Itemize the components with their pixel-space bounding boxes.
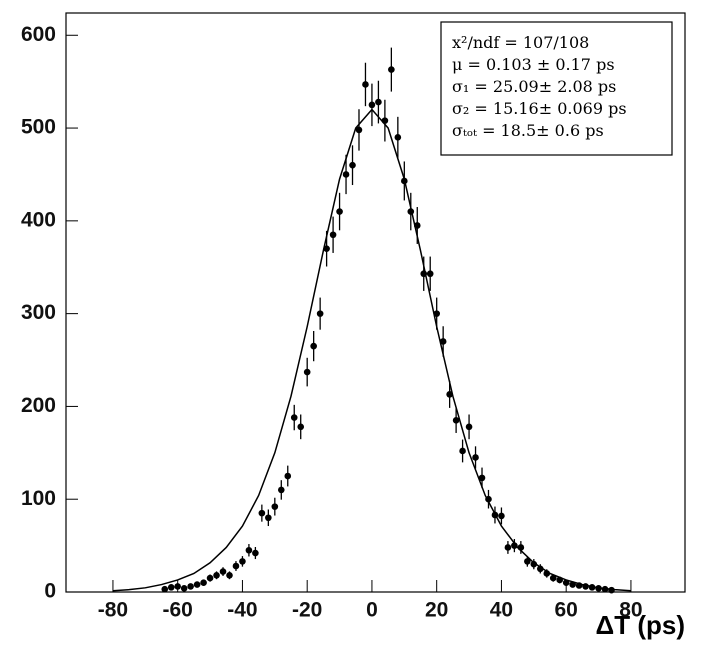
data-point bbox=[239, 558, 246, 565]
y-tick-label: 400 bbox=[21, 208, 56, 231]
data-point bbox=[180, 584, 188, 592]
data-point bbox=[362, 81, 369, 88]
fit-stat: μ = 0.103 ± 0.17 ps bbox=[452, 55, 615, 74]
data-point bbox=[316, 310, 324, 317]
data-point bbox=[426, 270, 434, 278]
fit-stat: x²/ndf = 107/108 bbox=[452, 33, 589, 52]
x-tick-label: 60 bbox=[555, 599, 578, 622]
data-point bbox=[206, 574, 214, 582]
data-point bbox=[504, 544, 512, 551]
plot-frame bbox=[65, 12, 686, 593]
data-point bbox=[446, 391, 453, 398]
data-point bbox=[226, 571, 233, 579]
data-point bbox=[284, 472, 292, 480]
data-point bbox=[524, 558, 531, 565]
data-point bbox=[232, 562, 240, 570]
data-point bbox=[349, 161, 356, 169]
data-point bbox=[265, 514, 272, 522]
data-point bbox=[530, 560, 538, 568]
data-point bbox=[252, 549, 259, 557]
data-point bbox=[336, 208, 343, 215]
data-point bbox=[245, 546, 253, 554]
data-point bbox=[472, 454, 479, 461]
data-point bbox=[219, 568, 227, 575]
data-point bbox=[452, 417, 460, 424]
x-axis-label: ΔT (ps) bbox=[596, 610, 685, 640]
data-point bbox=[167, 584, 175, 591]
x-tick-label: -60 bbox=[163, 599, 193, 622]
y-tick-label: 0 bbox=[44, 580, 56, 603]
data-point bbox=[297, 423, 305, 431]
x-tick-label: 20 bbox=[425, 599, 448, 622]
data-point bbox=[388, 66, 395, 73]
fit-curve bbox=[112, 108, 631, 592]
data-point bbox=[465, 423, 473, 431]
data-point bbox=[277, 486, 285, 494]
data-point bbox=[290, 414, 298, 421]
data-point bbox=[498, 512, 505, 520]
x-tick-label: -20 bbox=[292, 599, 322, 622]
x-tick-label: 40 bbox=[490, 599, 513, 622]
data-point bbox=[187, 583, 194, 590]
x-tick-label: -80 bbox=[98, 599, 128, 622]
stats-box bbox=[440, 21, 673, 156]
x-tick-label: -40 bbox=[227, 599, 257, 622]
data-point bbox=[355, 126, 363, 134]
y-tick-label: 200 bbox=[21, 394, 56, 417]
data-point bbox=[213, 571, 220, 579]
fit-stat: σₜₒₜ = 18.5± 0.6 ps bbox=[452, 121, 604, 140]
y-tick-label: 300 bbox=[21, 301, 56, 324]
data-point bbox=[174, 583, 181, 590]
fit-stat: σ₁ = 25.09± 2.08 ps bbox=[452, 77, 616, 96]
x-tick-label: 0 bbox=[366, 599, 378, 622]
data-point bbox=[478, 474, 486, 482]
data-point bbox=[549, 574, 557, 582]
data-point bbox=[394, 134, 402, 141]
data-point bbox=[511, 542, 518, 549]
data-point bbox=[200, 579, 207, 587]
data-point bbox=[342, 171, 350, 178]
data-point bbox=[375, 98, 382, 106]
data-point bbox=[161, 585, 169, 593]
y-tick-label: 500 bbox=[21, 116, 56, 139]
y-tick-label: 100 bbox=[21, 487, 56, 510]
data-point bbox=[459, 447, 466, 455]
data-point bbox=[310, 342, 317, 350]
data-point bbox=[303, 368, 311, 376]
data-point bbox=[271, 503, 279, 510]
data-point bbox=[258, 509, 266, 517]
fit-stat: σ₂ = 15.16± 0.069 ps bbox=[452, 99, 627, 118]
data-point bbox=[536, 565, 544, 573]
data-point bbox=[368, 101, 376, 109]
y-tick-label: 600 bbox=[21, 23, 56, 46]
data-point bbox=[439, 338, 447, 345]
x-tick-label: 80 bbox=[619, 599, 642, 622]
data-point bbox=[329, 231, 337, 239]
data-point bbox=[193, 581, 201, 588]
data-point bbox=[323, 245, 330, 252]
